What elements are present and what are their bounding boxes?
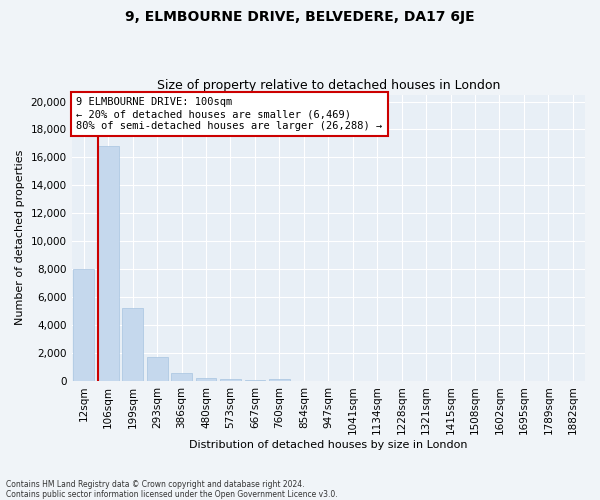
Bar bbox=[196, 378, 217, 381]
Bar bbox=[147, 357, 167, 381]
Bar bbox=[269, 378, 290, 381]
Bar bbox=[98, 146, 119, 381]
X-axis label: Distribution of detached houses by size in London: Distribution of detached houses by size … bbox=[189, 440, 467, 450]
Title: Size of property relative to detached houses in London: Size of property relative to detached ho… bbox=[157, 79, 500, 92]
Y-axis label: Number of detached properties: Number of detached properties bbox=[15, 150, 25, 326]
Bar bbox=[122, 308, 143, 381]
Text: 9, ELMBOURNE DRIVE, BELVEDERE, DA17 6JE: 9, ELMBOURNE DRIVE, BELVEDERE, DA17 6JE bbox=[125, 10, 475, 24]
Bar bbox=[245, 380, 265, 381]
Bar bbox=[73, 269, 94, 381]
Bar bbox=[220, 379, 241, 381]
Text: 9 ELMBOURNE DRIVE: 100sqm
← 20% of detached houses are smaller (6,469)
80% of se: 9 ELMBOURNE DRIVE: 100sqm ← 20% of detac… bbox=[76, 98, 383, 130]
Text: Contains HM Land Registry data © Crown copyright and database right 2024.
Contai: Contains HM Land Registry data © Crown c… bbox=[6, 480, 338, 499]
Bar bbox=[171, 373, 192, 381]
